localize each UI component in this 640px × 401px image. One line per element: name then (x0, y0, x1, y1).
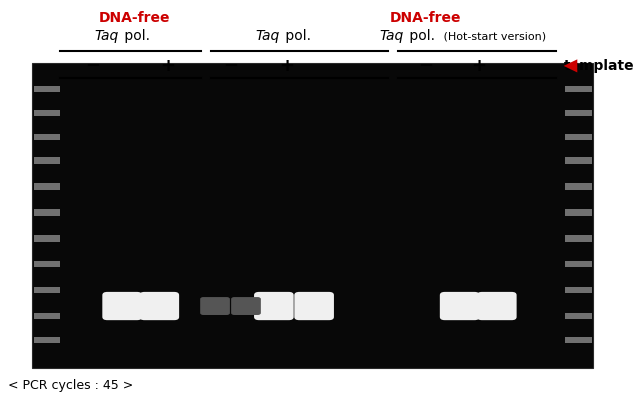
Text: pol.: pol. (120, 29, 150, 43)
Bar (33, 183, 60, 190)
Bar (565, 134, 591, 140)
Bar (33, 261, 60, 267)
Text: −: − (418, 57, 433, 75)
Bar (565, 235, 591, 241)
Bar (33, 235, 60, 241)
Bar (33, 86, 60, 92)
FancyBboxPatch shape (254, 292, 294, 320)
Text: DNA-free: DNA-free (390, 11, 461, 25)
Text: pol.: pol. (282, 29, 311, 43)
Text: template: template (564, 59, 634, 73)
Bar (565, 110, 591, 116)
Bar (33, 110, 60, 116)
Text: −: − (223, 57, 238, 75)
Polygon shape (564, 59, 577, 73)
Bar (565, 86, 591, 92)
FancyBboxPatch shape (231, 297, 261, 315)
FancyBboxPatch shape (200, 297, 230, 315)
FancyBboxPatch shape (102, 292, 142, 320)
Text: +: + (160, 57, 175, 75)
FancyBboxPatch shape (140, 292, 179, 320)
FancyBboxPatch shape (440, 292, 479, 320)
Bar (565, 158, 591, 164)
FancyBboxPatch shape (477, 292, 516, 320)
Text: pol.: pol. (405, 29, 435, 43)
Bar (565, 337, 591, 343)
Text: Taq: Taq (380, 29, 404, 43)
Text: DNA-free: DNA-free (99, 11, 170, 25)
Bar (33, 313, 60, 319)
Text: Taq: Taq (256, 29, 280, 43)
Bar (565, 261, 591, 267)
Bar (33, 209, 60, 216)
Bar (33, 337, 60, 343)
Bar (33, 134, 60, 140)
Bar (565, 313, 591, 319)
Text: −: − (86, 57, 100, 75)
Bar (565, 287, 591, 293)
Bar (565, 209, 591, 216)
Text: Taq: Taq (95, 29, 119, 43)
Bar (33, 287, 60, 293)
Bar (33, 63, 593, 368)
Text: (Hot-start version): (Hot-start version) (440, 31, 546, 41)
FancyBboxPatch shape (294, 292, 334, 320)
Bar (33, 158, 60, 164)
Text: +: + (279, 57, 294, 75)
Text: < PCR cycles : 45 >: < PCR cycles : 45 > (8, 379, 133, 393)
Bar (565, 183, 591, 190)
Text: +: + (471, 57, 486, 75)
